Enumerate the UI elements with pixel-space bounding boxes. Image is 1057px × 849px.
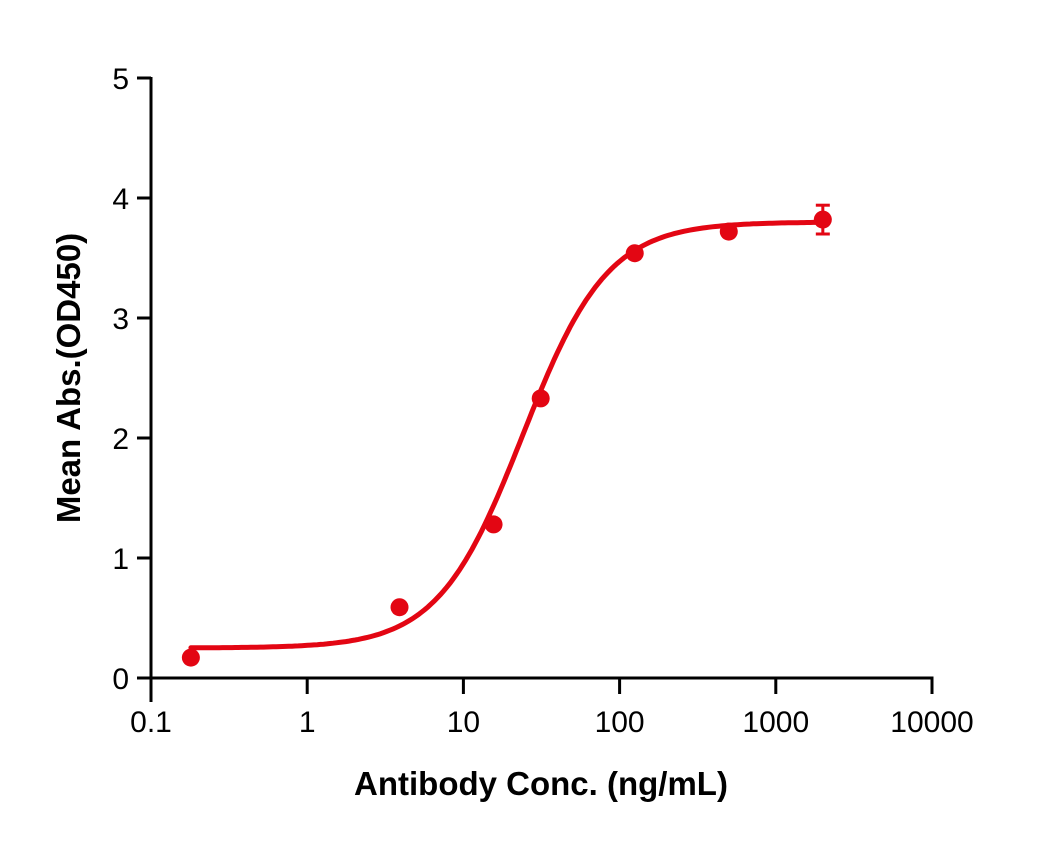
data-point [531,389,550,408]
x-tick-label: 0.1 [130,706,172,739]
y-axis-title: Mean Abs.(OD450) [50,233,87,523]
x-tick-label: 100 [595,706,645,739]
data-point [813,210,832,229]
y-tick-label: 4 [112,183,129,216]
data-point [484,515,503,534]
y-tick-label: 1 [112,543,129,576]
fit-curve [188,219,826,651]
data-point [625,244,644,263]
x-tick-label: 1 [299,706,316,739]
data-point [719,222,738,241]
x-axis: 0.1 1 10 100 1000 10000 [130,676,974,739]
y-axis: 0 1 2 3 4 5 [112,63,153,702]
y-tick-label: 2 [112,423,129,456]
y-tick-label: 5 [112,63,129,96]
x-axis-title: Antibody Conc. (ng/mL) [354,765,728,802]
x-tick-label: 10 [447,706,480,739]
data-points [181,203,832,667]
data-point [390,598,409,617]
y-tick-label: 3 [112,303,129,336]
x-tick-label: 1000 [742,706,809,739]
x-tick-label: 10000 [890,706,973,739]
y-tick-label: 0 [112,663,129,696]
data-point [181,648,200,667]
